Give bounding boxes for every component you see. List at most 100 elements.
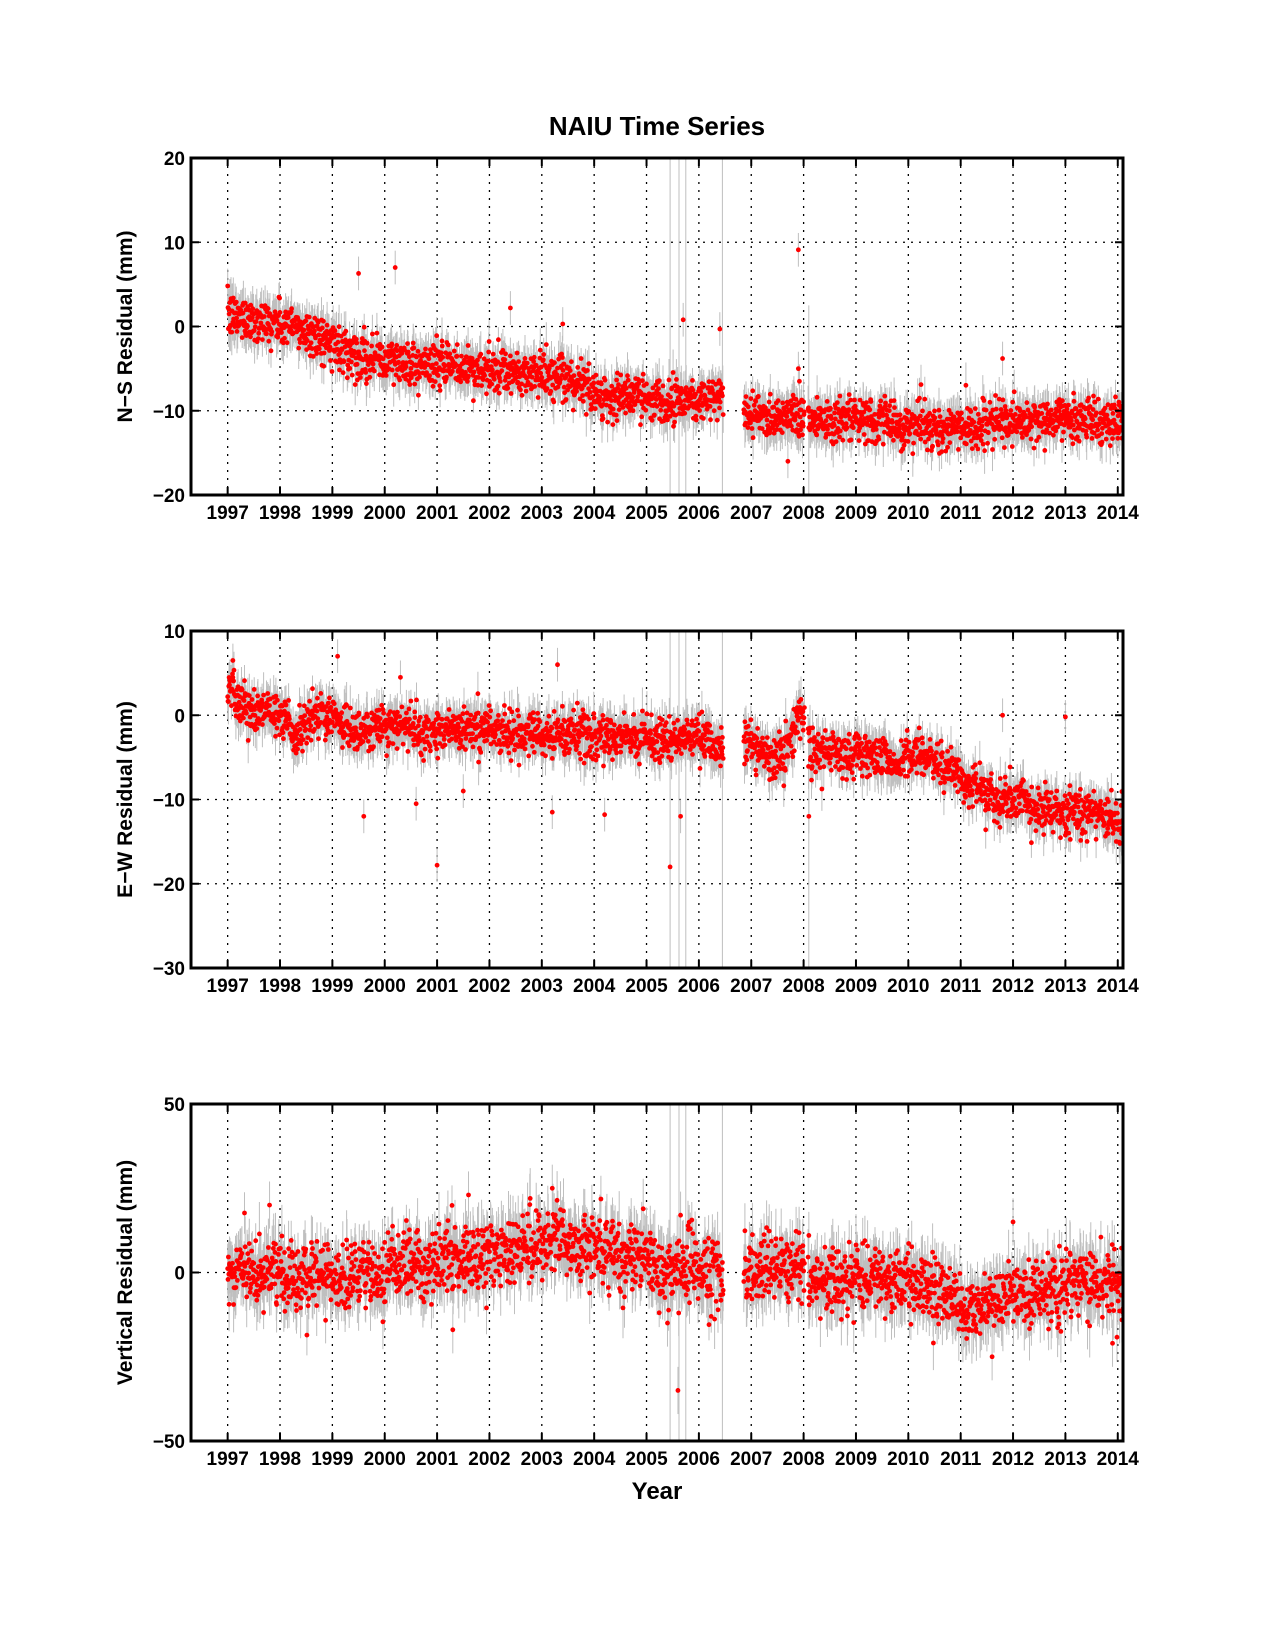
data-point	[502, 703, 507, 708]
data-point	[682, 410, 688, 416]
data-point	[917, 425, 923, 431]
data-point	[764, 417, 770, 423]
data-point	[844, 425, 850, 431]
data-point	[972, 762, 978, 768]
x-tick-label: 1999	[311, 503, 353, 524]
data-point	[887, 749, 893, 754]
data-point	[478, 749, 484, 755]
data-point	[958, 435, 964, 441]
plot-area	[225, 631, 1123, 968]
data-point	[798, 697, 804, 702]
data-point	[405, 749, 411, 754]
data-point	[315, 695, 320, 701]
data-point	[693, 392, 698, 397]
data-point	[963, 794, 968, 800]
data-point	[421, 758, 426, 763]
data-point	[362, 348, 367, 354]
data-point	[487, 714, 493, 720]
data-point	[532, 384, 538, 389]
data-point	[678, 399, 684, 404]
data-point	[935, 741, 941, 747]
data-point	[340, 370, 346, 376]
data-point	[858, 766, 863, 771]
data-point	[1050, 829, 1056, 835]
data-point	[1090, 417, 1096, 423]
data-point	[1082, 829, 1088, 835]
data-point	[910, 750, 916, 755]
data-point	[600, 416, 606, 421]
data-point	[968, 428, 973, 433]
data-point	[812, 735, 817, 740]
data-point	[404, 710, 409, 716]
data-point	[250, 306, 256, 312]
data-point	[446, 707, 452, 712]
data-point	[993, 393, 998, 398]
data-point	[343, 328, 349, 334]
outlier-point	[680, 317, 686, 323]
data-point	[248, 334, 253, 340]
x-tick-label: 2003	[521, 976, 563, 997]
data-point	[1028, 816, 1034, 822]
data-point	[753, 767, 759, 773]
data-point	[1105, 831, 1111, 836]
data-point	[630, 408, 636, 414]
data-point	[349, 372, 355, 378]
data-point	[560, 727, 566, 732]
data-point	[882, 429, 887, 435]
data-point	[260, 337, 265, 342]
data-point	[470, 744, 476, 750]
data-point	[544, 386, 550, 391]
data-point	[972, 406, 978, 411]
data-point	[1093, 836, 1099, 842]
data-point	[338, 714, 343, 720]
data-point	[660, 383, 666, 389]
data-point	[231, 1302, 237, 1307]
data-point	[595, 753, 601, 759]
data-point	[937, 761, 943, 767]
data-point	[327, 695, 332, 701]
data-point	[966, 805, 972, 810]
data-point	[939, 754, 945, 760]
data-point	[580, 393, 585, 398]
data-point	[649, 396, 655, 402]
data-point	[562, 719, 568, 724]
data-point	[883, 742, 889, 747]
data-point	[434, 746, 440, 752]
data-point	[559, 373, 565, 378]
data-point	[273, 693, 279, 699]
data-point	[427, 744, 433, 749]
data-point	[365, 714, 370, 719]
data-point	[530, 743, 535, 749]
data-point	[1094, 410, 1099, 416]
data-point	[929, 448, 934, 453]
data-point	[833, 416, 838, 422]
data-point	[896, 761, 901, 767]
data-point	[303, 318, 309, 324]
data-point	[230, 671, 235, 677]
x-tick-label: 2000	[364, 503, 406, 524]
data-point	[718, 740, 724, 746]
data-point	[314, 708, 320, 714]
data-point	[411, 345, 417, 351]
data-point	[866, 746, 872, 752]
data-point	[835, 759, 840, 765]
data-point	[353, 355, 359, 361]
data-point	[325, 700, 331, 706]
data-point	[516, 762, 522, 768]
data-point	[410, 721, 416, 726]
data-point	[882, 404, 888, 410]
data-point	[515, 732, 521, 738]
data-point	[716, 735, 722, 741]
data-point	[1103, 436, 1109, 442]
data-point	[475, 382, 481, 388]
data-point	[785, 754, 791, 759]
data-point	[763, 405, 768, 411]
data-point	[954, 429, 960, 435]
data-point	[341, 359, 347, 365]
data-point	[983, 827, 989, 833]
data-point	[992, 436, 998, 442]
data-point	[643, 407, 649, 413]
data-point	[313, 335, 318, 341]
data-point	[227, 682, 232, 688]
data-point	[797, 414, 803, 420]
